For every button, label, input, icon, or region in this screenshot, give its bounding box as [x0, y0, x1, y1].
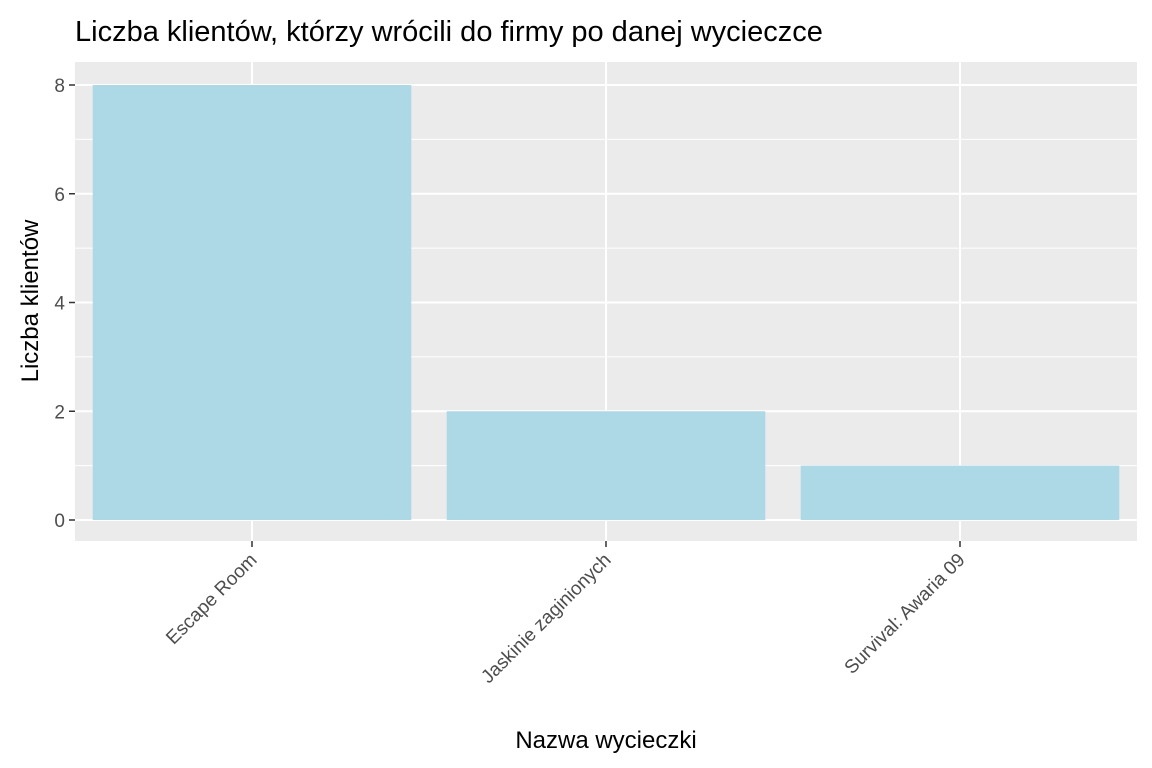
- chart-title: Liczba klientów, którzy wrócili do firmy…: [75, 16, 823, 48]
- x-axis: Escape Room Jaskinie zaginionych Survival:…: [162, 541, 970, 688]
- bar: [92, 85, 412, 520]
- y-tick-label: 4: [54, 294, 65, 315]
- bars: [92, 85, 1120, 520]
- bar: [446, 411, 766, 520]
- x-tick-label: Escape Room: [162, 550, 261, 649]
- y-axis: 0 2 4 6 8: [54, 76, 75, 532]
- y-axis-title: Liczba klientów: [17, 219, 44, 382]
- y-tick-label: 0: [54, 511, 65, 532]
- y-tick-label: 2: [54, 402, 65, 423]
- y-tick-label: 8: [54, 76, 65, 97]
- x-tick-label: Survival: Awaria 09: [841, 550, 970, 679]
- x-tick-label: Jaskinie zaginionych: [477, 550, 615, 688]
- x-axis-title: Nazwa wycieczki: [515, 727, 696, 754]
- y-tick-label: 6: [54, 185, 65, 206]
- bar: [800, 465, 1120, 520]
